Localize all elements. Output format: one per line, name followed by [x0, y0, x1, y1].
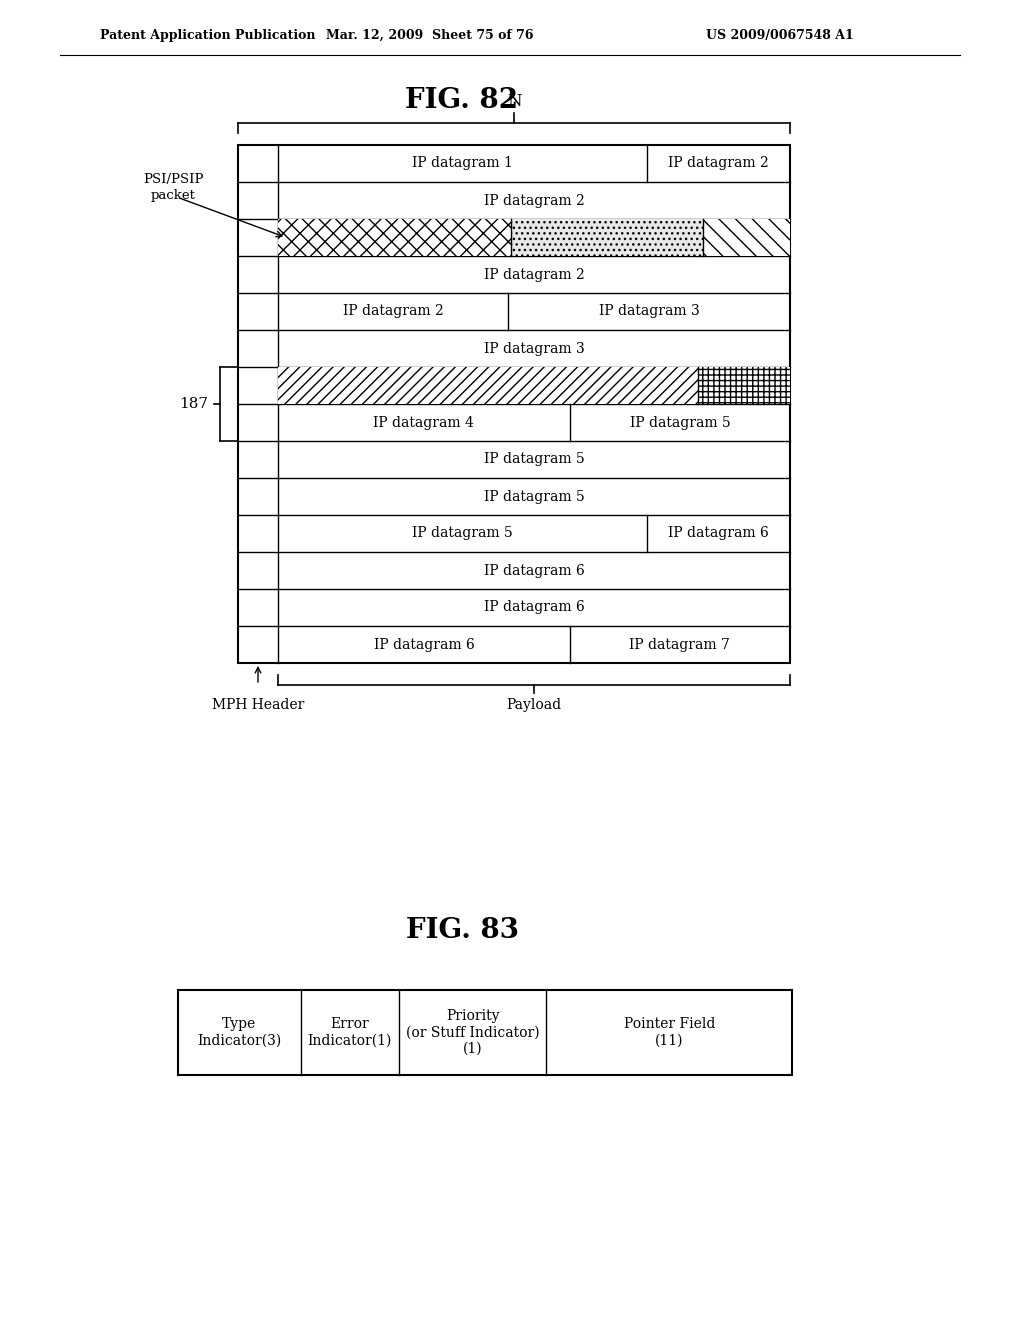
Text: Payload: Payload — [507, 698, 561, 711]
Text: IP datagram 4: IP datagram 4 — [374, 416, 474, 429]
Text: PSI/PSIP
packet: PSI/PSIP packet — [143, 173, 204, 202]
Text: IP datagram 2: IP datagram 2 — [668, 157, 769, 170]
Bar — [511, 219, 702, 256]
Text: IP datagram 5: IP datagram 5 — [412, 527, 513, 540]
Text: 187: 187 — [179, 397, 208, 411]
Text: IP datagram 7: IP datagram 7 — [630, 638, 730, 652]
Text: Patent Application Publication: Patent Application Publication — [100, 29, 315, 41]
Text: IP datagram 5: IP datagram 5 — [483, 490, 585, 503]
Text: FIG. 82: FIG. 82 — [406, 87, 518, 114]
Text: IP datagram 6: IP datagram 6 — [374, 638, 474, 652]
Text: N: N — [507, 92, 521, 110]
Text: IP datagram 6: IP datagram 6 — [668, 527, 769, 540]
Text: IP datagram 2: IP datagram 2 — [343, 305, 443, 318]
Text: Error
Indicator(1): Error Indicator(1) — [308, 1018, 392, 1048]
Text: IP datagram 3: IP datagram 3 — [483, 342, 585, 355]
Text: FIG. 83: FIG. 83 — [406, 916, 518, 944]
Text: US 2009/0067548 A1: US 2009/0067548 A1 — [707, 29, 854, 41]
Bar — [178, 990, 792, 1074]
Bar — [238, 145, 790, 663]
Text: IP datagram 1: IP datagram 1 — [412, 157, 513, 170]
Bar — [278, 367, 697, 404]
Bar — [702, 219, 790, 256]
Text: Pointer Field
(11): Pointer Field (11) — [624, 1018, 715, 1048]
Text: MPH Header: MPH Header — [212, 698, 304, 711]
Text: IP datagram 6: IP datagram 6 — [483, 601, 585, 615]
Text: IP datagram 5: IP datagram 5 — [630, 416, 730, 429]
Text: Mar. 12, 2009  Sheet 75 of 76: Mar. 12, 2009 Sheet 75 of 76 — [327, 29, 534, 41]
Text: IP datagram 2: IP datagram 2 — [483, 268, 585, 281]
Text: IP datagram 3: IP datagram 3 — [599, 305, 699, 318]
Bar — [697, 367, 790, 404]
Text: IP datagram 6: IP datagram 6 — [483, 564, 585, 578]
Text: IP datagram 2: IP datagram 2 — [483, 194, 585, 207]
Bar — [278, 219, 511, 256]
Text: Type
Indicator(3): Type Indicator(3) — [198, 1018, 282, 1048]
Text: Priority
(or Stuff Indicator)
(1): Priority (or Stuff Indicator) (1) — [406, 1010, 540, 1056]
Text: IP datagram 5: IP datagram 5 — [483, 453, 585, 466]
